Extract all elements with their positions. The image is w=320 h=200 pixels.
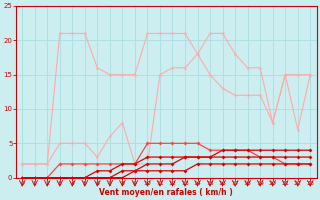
X-axis label: Vent moyen/en rafales ( km/h ): Vent moyen/en rafales ( km/h ) — [100, 188, 233, 197]
